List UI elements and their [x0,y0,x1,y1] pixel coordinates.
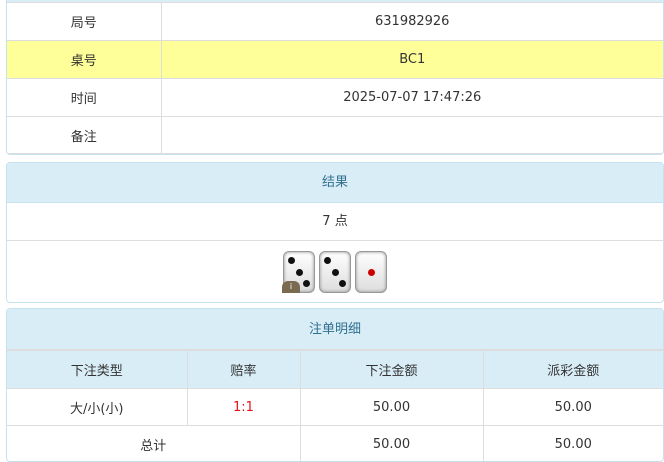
note-label: 备注 [7,116,162,154]
info-icon[interactable]: i [282,281,300,293]
pip [339,279,346,287]
die-3 [319,251,351,293]
time-value: 2025-07-07 17:47:26 [160,78,663,117]
pip [303,279,310,287]
total-label: 总计 [7,425,301,461]
bet-details-panel: 注单明细 下注类型 赔率 下注金额 派彩金额 大/小(小) 1:1 50.00 … [6,308,664,462]
table-label: 桌号 [7,40,162,79]
col-odds: 赔率 [186,350,301,389]
result-title: 结果 [7,163,663,203]
bet-amount: 50.00 [299,388,484,426]
die-1 [355,251,387,293]
bet-odds: 1:1 [186,388,301,426]
col-payout: 派彩金额 [482,350,663,389]
round-info-panel: 局号 631982926 桌号 BC1 时间 2025-07-07 17:47:26 … [6,0,664,155]
bets-title: 注单明细 [7,309,663,350]
bet-payout: 50.00 [482,388,663,426]
pip [288,257,295,265]
result-panel: 结果 7 点 i [6,162,664,303]
note-value [160,116,663,154]
col-bet-amount: 下注金额 [299,350,484,389]
time-label: 时间 [7,78,162,117]
table-row: 大/小(小) 1:1 50.00 50.00 [7,388,663,426]
pip [331,268,339,276]
pip [295,268,303,276]
total-payout: 50.00 [482,425,663,461]
table-value: BC1 [160,40,663,79]
die-3: i [282,251,315,293]
dice-area: i [7,241,663,302]
pip [324,257,331,265]
result-points: 7 点 [7,203,663,241]
bet-type: 大/小(小) [7,388,188,426]
round-value: 631982926 [160,2,663,41]
pip [367,268,375,276]
total-amount: 50.00 [299,425,484,461]
total-row: 总计 50.00 50.00 [7,425,663,461]
col-bet-type: 下注类型 [7,350,188,389]
round-label: 局号 [7,2,162,41]
